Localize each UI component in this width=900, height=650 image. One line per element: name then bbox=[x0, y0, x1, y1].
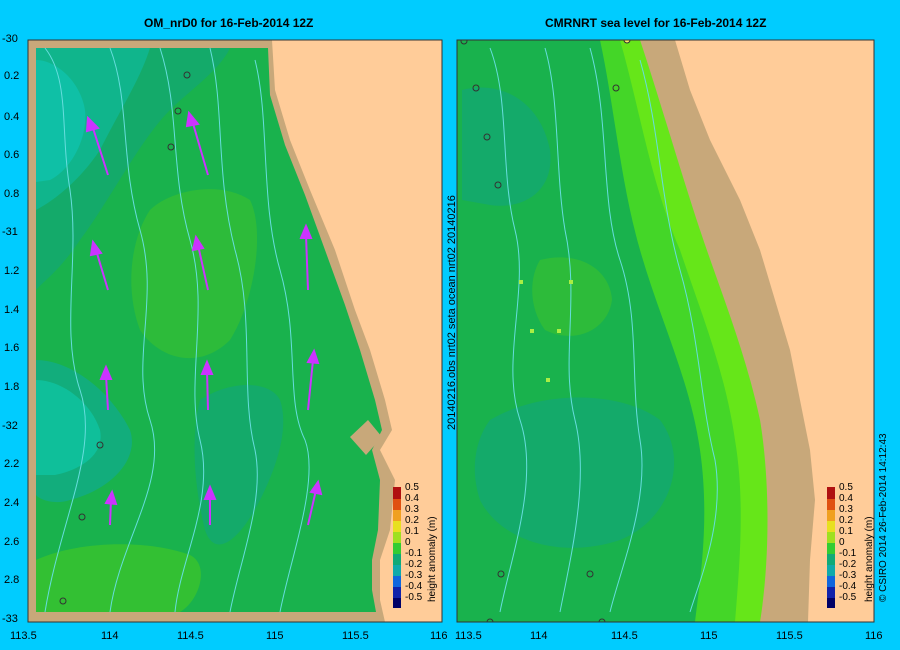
colorbar-tick: 0 bbox=[839, 537, 845, 548]
y-tick: 1.8 bbox=[4, 381, 20, 393]
colorbar-tick: 0.4 bbox=[405, 493, 419, 504]
anomaly-patch bbox=[462, 87, 551, 206]
colorbar-tick: 0.1 bbox=[405, 526, 419, 537]
y-tick: -33 bbox=[2, 613, 18, 625]
observation-points bbox=[460, 40, 620, 622]
colorbar-tick: 0 bbox=[405, 537, 411, 548]
obs-dots bbox=[519, 280, 573, 382]
y-tick: 1.6 bbox=[4, 342, 20, 354]
colorbar-tick: 0.1 bbox=[839, 526, 853, 537]
island bbox=[350, 420, 382, 455]
colorbar-label: height anomaly (m) bbox=[427, 516, 438, 602]
y-tick: 0.6 bbox=[4, 149, 20, 161]
x-tick: 115 bbox=[266, 630, 284, 642]
y-tick: 0.4 bbox=[4, 111, 20, 123]
contour-lines bbox=[44, 47, 310, 613]
x-tick: 115 bbox=[700, 630, 718, 642]
x-tick: 116 bbox=[430, 630, 448, 642]
y-tick: 2.2 bbox=[4, 458, 20, 470]
credit-text: © CSIRO 2014 26-Feb-2014 14:12:43 bbox=[878, 433, 889, 602]
x-tick: 113.5 bbox=[455, 630, 482, 642]
contour-lines bbox=[489, 47, 718, 613]
left-colorbar bbox=[393, 487, 401, 608]
colorbar-tick: -0.4 bbox=[839, 581, 857, 592]
colorbar-tick: -0.5 bbox=[839, 592, 857, 603]
y-tick: -30 bbox=[2, 33, 18, 45]
colorbar-tick: -0.5 bbox=[405, 592, 423, 603]
colorbar-label: height anomaly (m) bbox=[864, 516, 875, 602]
colorbar-tick: -0.1 bbox=[405, 548, 423, 559]
x-tick: 114 bbox=[101, 630, 119, 642]
colorbar-tick: 0.4 bbox=[839, 493, 853, 504]
y-tick: 0.2 bbox=[4, 70, 20, 82]
x-tick: 114.5 bbox=[177, 630, 204, 642]
colorbar-tick: 0.2 bbox=[405, 515, 419, 526]
x-tick: 113.5 bbox=[10, 630, 37, 642]
colorbar-tick: 0.3 bbox=[405, 504, 419, 515]
colorbar-tick: 0.5 bbox=[839, 482, 853, 493]
colorbar-tick: -0.3 bbox=[405, 570, 423, 581]
y-tick: 2.8 bbox=[4, 574, 20, 586]
colorbar-tick: -0.1 bbox=[839, 548, 857, 559]
side-label: 20140216.obs nrt02 seta ocean nrt02 2014… bbox=[446, 195, 458, 430]
y-tick: -31 bbox=[2, 226, 18, 238]
velocity-arrows bbox=[85, 110, 323, 526]
x-tick: 115.5 bbox=[342, 630, 369, 642]
y-tick: -32 bbox=[2, 420, 18, 432]
y-tick: 1.4 bbox=[4, 304, 20, 316]
right-colorbar bbox=[827, 487, 835, 608]
colorbar-tick: -0.4 bbox=[405, 581, 423, 592]
right-map bbox=[457, 40, 874, 622]
colorbar-tick: -0.2 bbox=[839, 559, 857, 570]
left-map bbox=[28, 40, 442, 622]
colorbar-tick: 0.2 bbox=[839, 515, 853, 526]
colorbar-tick: 0.5 bbox=[405, 482, 419, 493]
x-tick: 116 bbox=[865, 630, 883, 642]
observation-points bbox=[59, 71, 191, 605]
y-tick: 2.4 bbox=[4, 497, 20, 509]
right-panel-title: CMRNRT sea level for 16-Feb-2014 12Z bbox=[545, 16, 767, 30]
y-tick: 1.2 bbox=[4, 265, 20, 277]
y-tick: 2.6 bbox=[4, 536, 20, 548]
x-tick: 115.5 bbox=[776, 630, 803, 642]
x-tick: 114 bbox=[530, 630, 548, 642]
colorbar-tick: -0.3 bbox=[839, 570, 857, 581]
colorbar-tick: 0.3 bbox=[839, 504, 853, 515]
left-panel-title: OM_nrD0 for 16-Feb-2014 12Z bbox=[144, 16, 314, 30]
x-tick: 114.5 bbox=[611, 630, 638, 642]
colorbar-tick: -0.2 bbox=[405, 559, 423, 570]
y-tick: 0.8 bbox=[4, 188, 20, 200]
